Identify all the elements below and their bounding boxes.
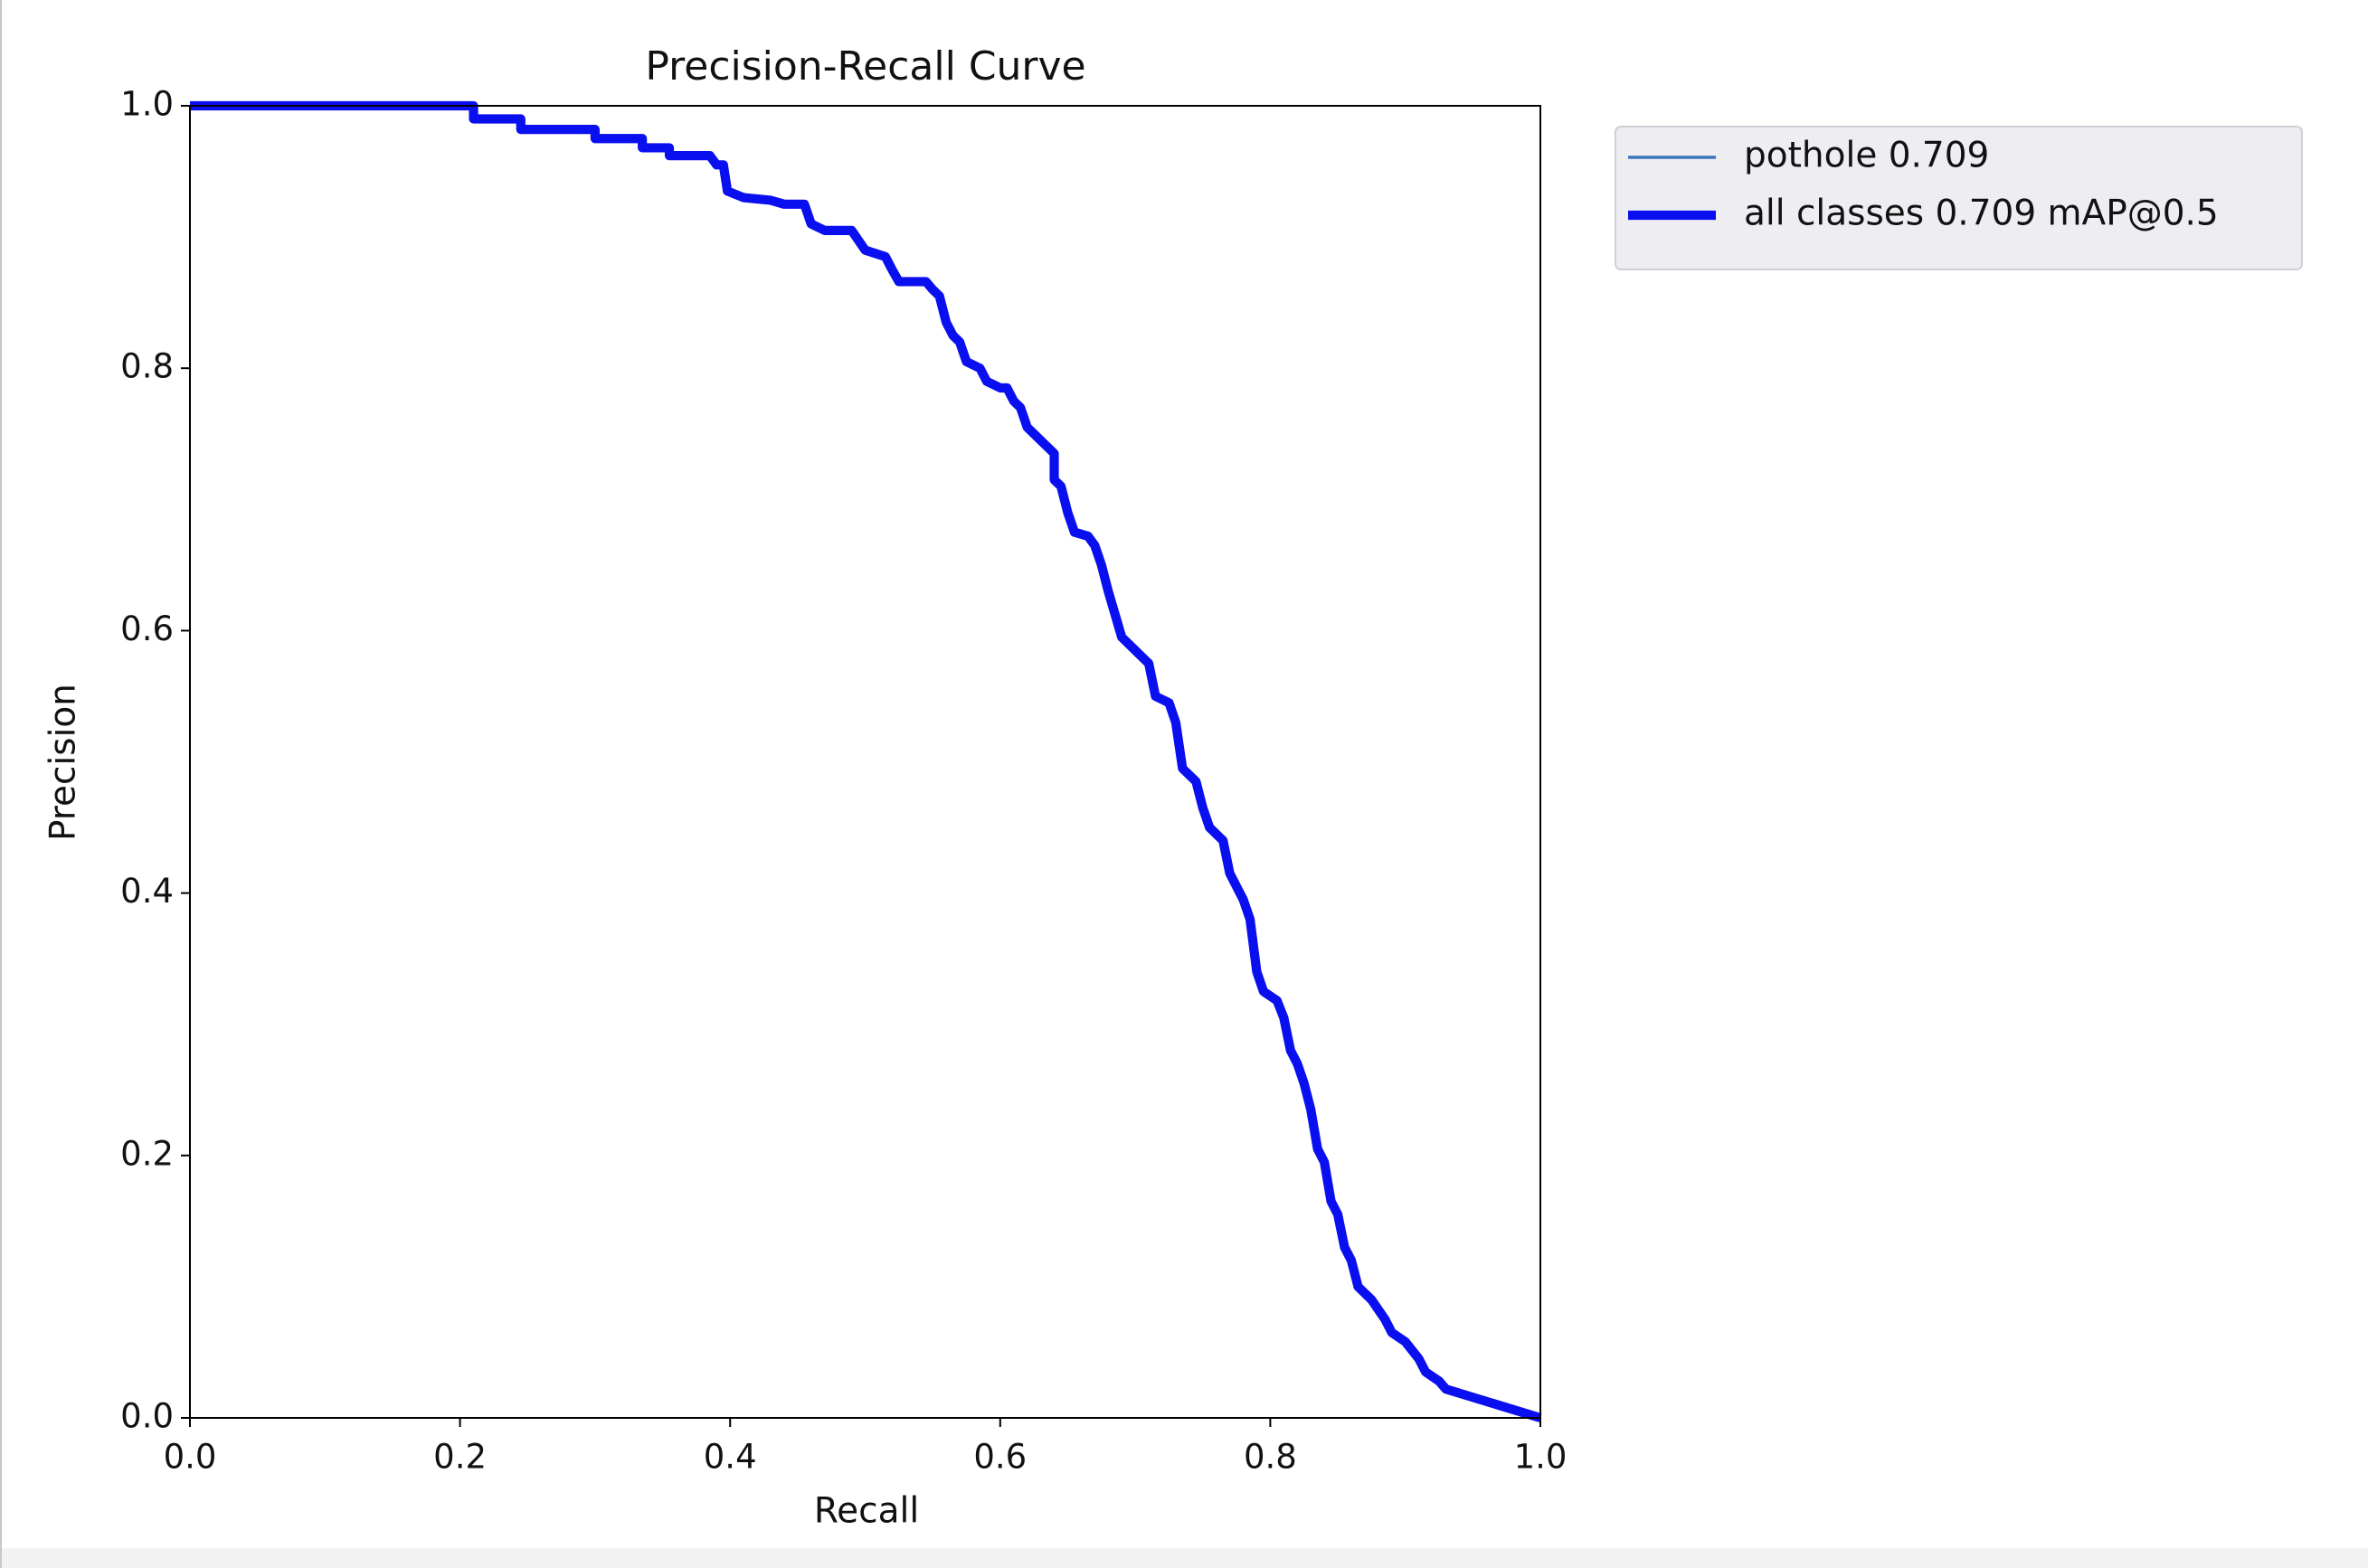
x-tick-label: 0.8 (1244, 1438, 1297, 1477)
series-line (190, 100, 1542, 1422)
x-axis-label: Recall (814, 1491, 919, 1532)
plot-frame (189, 105, 1541, 1419)
y-tick-label: 0.8 (120, 347, 174, 386)
legend-box (1615, 126, 2303, 270)
x-tick-label: 0.4 (704, 1438, 757, 1477)
x-tick-label: 0.2 (433, 1438, 487, 1477)
y-tick-label: 0.2 (120, 1134, 174, 1173)
chart-title: Precision-Recall Curve (645, 43, 1085, 90)
y-tick-label: 0.6 (120, 609, 174, 648)
y-tick-label: 1.0 (120, 85, 174, 124)
x-tick-label: 1.0 (1514, 1438, 1568, 1477)
y-tick-label: 0.4 (120, 872, 174, 911)
legend-label: all classes 0.709 mAP@0.5 (1744, 194, 2219, 234)
y-axis-label: Precision (43, 684, 84, 841)
x-tick-label: 0.6 (973, 1438, 1027, 1477)
bottom-strip (0, 1548, 2368, 1568)
y-tick-label: 0.0 (120, 1397, 174, 1436)
x-tick-label: 0.0 (164, 1438, 217, 1477)
legend-label: pothole 0.709 (1744, 136, 1989, 176)
